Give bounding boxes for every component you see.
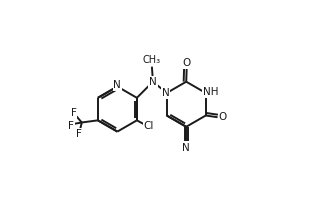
Text: N: N — [149, 77, 157, 87]
Text: F: F — [76, 129, 81, 139]
Text: N: N — [113, 81, 121, 91]
Text: NH: NH — [203, 87, 218, 97]
Text: N: N — [182, 143, 190, 152]
Text: F: F — [68, 121, 74, 131]
Text: O: O — [219, 112, 227, 122]
Text: N: N — [162, 88, 169, 98]
Text: CH₃: CH₃ — [143, 55, 161, 65]
Text: O: O — [182, 58, 191, 68]
Text: F: F — [71, 108, 77, 118]
Text: Cl: Cl — [144, 121, 154, 131]
